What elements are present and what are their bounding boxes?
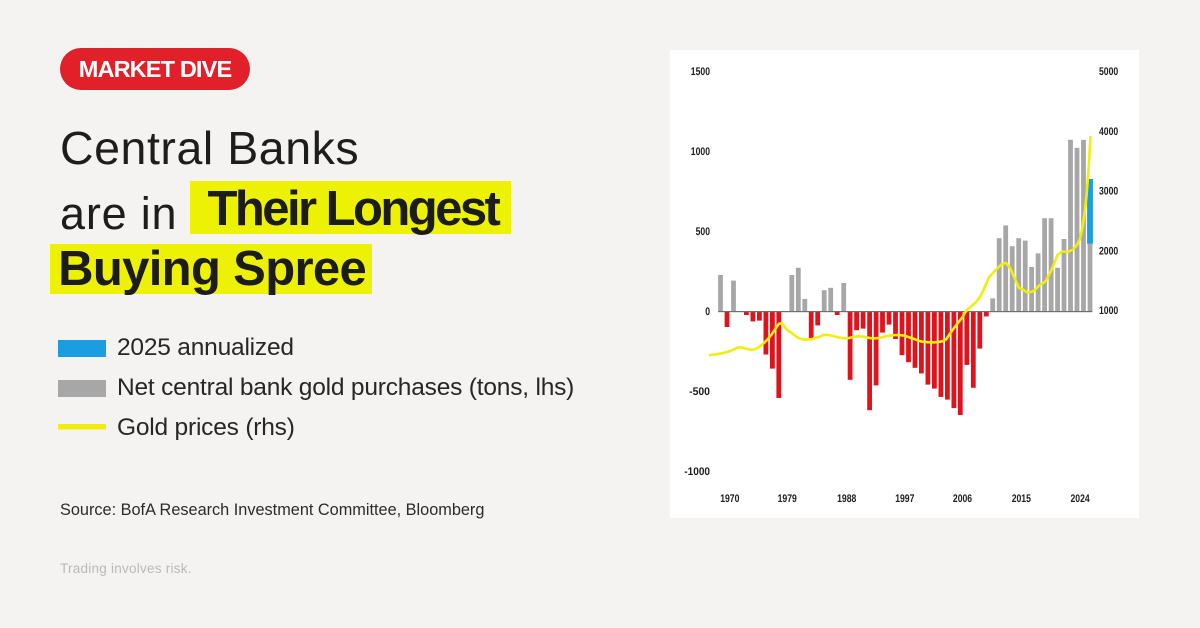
svg-text:4000: 4000 xyxy=(1099,126,1118,138)
svg-text:-1000: -1000 xyxy=(684,466,710,478)
svg-text:-500: -500 xyxy=(689,386,710,398)
svg-text:1000: 1000 xyxy=(691,146,710,158)
svg-text:1000: 1000 xyxy=(1099,305,1118,317)
svg-text:2024: 2024 xyxy=(1071,493,1091,505)
svg-text:3000: 3000 xyxy=(1099,186,1118,198)
svg-text:1997: 1997 xyxy=(895,493,914,505)
svg-text:2015: 2015 xyxy=(1012,493,1031,505)
svg-text:2000: 2000 xyxy=(1099,245,1118,257)
svg-text:1979: 1979 xyxy=(778,493,797,505)
svg-text:2006: 2006 xyxy=(953,493,972,505)
svg-text:1970: 1970 xyxy=(720,493,739,505)
svg-text:0: 0 xyxy=(705,306,710,318)
svg-text:1988: 1988 xyxy=(837,493,856,505)
svg-text:5000: 5000 xyxy=(1099,66,1118,78)
svg-text:1500: 1500 xyxy=(691,66,710,78)
svg-text:500: 500 xyxy=(696,226,710,238)
